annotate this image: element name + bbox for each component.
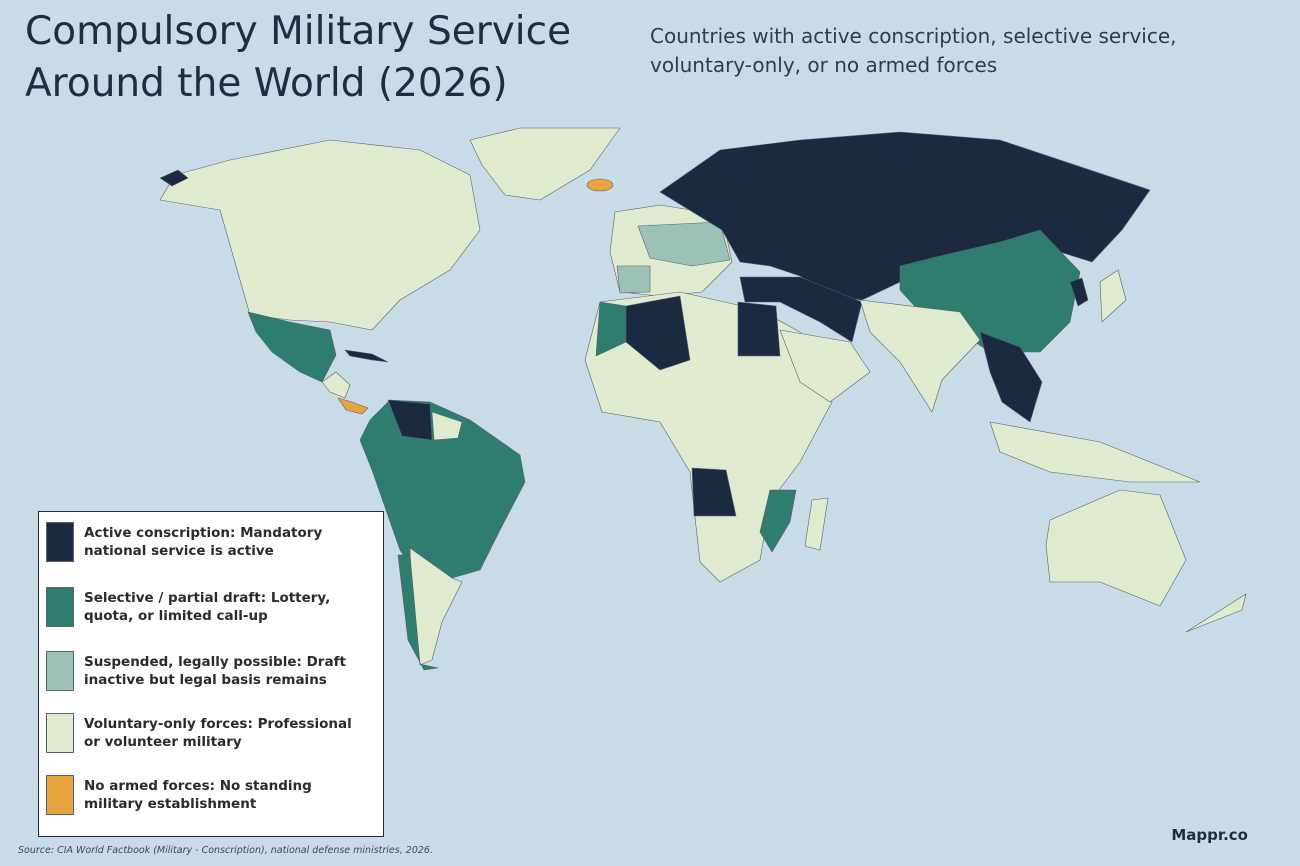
central-america [321,371,351,399]
legend-swatch [46,522,74,562]
north-america [159,139,481,331]
greenland [469,127,621,201]
legend-label: Selective / partial draft: Lottery, quot… [84,590,331,624]
australia [1045,489,1187,607]
madagascar [804,497,829,551]
costa-rica-panama [337,397,369,415]
legend-item: Selective / partial draft: Lottery, quot… [46,587,376,627]
arabia [779,329,871,403]
legend-label: Active conscription: Mandatory national … [84,525,323,559]
brand: Mappr.co [1171,826,1248,844]
indonesia [989,421,1201,483]
venezuela [387,399,433,441]
mexico [247,311,337,383]
iberia [616,265,651,294]
source: Source: CIA World Factbook (Military - C… [18,845,433,856]
legend-swatch [46,713,74,753]
new-zealand [1185,593,1247,633]
central-europe [637,221,731,267]
south-asia [859,299,981,413]
title: Compulsory Military Service Around the W… [25,9,572,106]
legend-item: Voluntary-only forces: Professional or v… [46,713,376,753]
iceland [586,178,614,192]
south-america [359,399,526,581]
legend-label: Voluntary-only forces: Professional or v… [84,716,352,750]
legend-label: Suspended, legally possible: Draft inact… [84,654,346,688]
cuba [344,349,389,363]
mozambique [759,489,797,553]
korea [1069,277,1089,307]
legend-swatch [46,651,74,691]
chile [397,554,439,671]
legend: Active conscription: Mandatory national … [38,511,384,837]
egypt [737,301,781,357]
algeria [625,295,691,371]
legend-item: No armed forces: No standing military es… [46,775,376,815]
legend-item: Active conscription: Mandatory national … [46,522,376,562]
southeast-asia [979,331,1043,423]
legend-swatch [46,587,74,627]
subtitle: Countries with active conscription, sele… [650,24,1177,77]
japan [1099,269,1127,323]
turkey-iran [739,276,863,343]
alaska-islands [159,169,189,187]
guianas [431,411,463,441]
angola [691,467,737,517]
legend-item: Suspended, legally possible: Draft inact… [46,651,376,691]
legend-label: No armed forces: No standing military es… [84,778,312,812]
legend-swatch [46,775,74,815]
